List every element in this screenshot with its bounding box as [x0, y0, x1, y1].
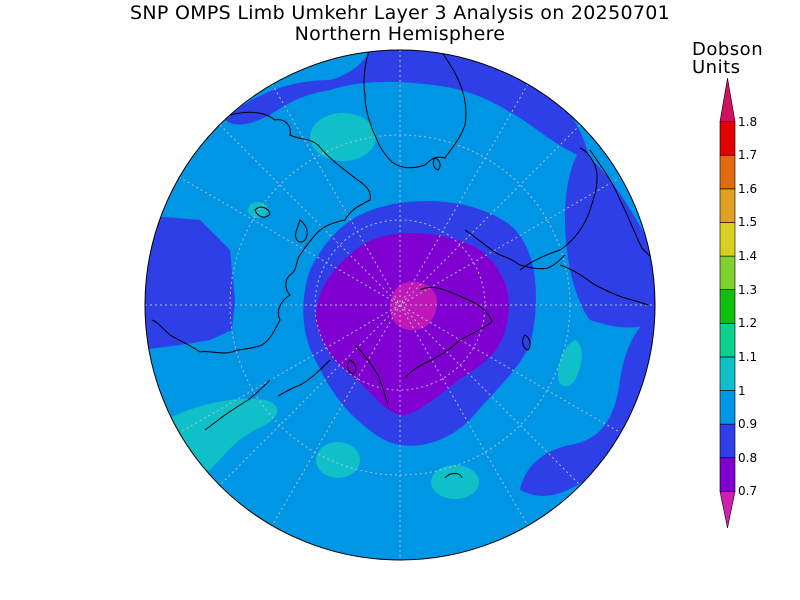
- colorbar-swatch: [719, 255, 736, 290]
- field-patch-cyan-3: [316, 442, 360, 478]
- graticule: [145, 50, 655, 560]
- coast-islands-2: [254, 206, 271, 218]
- colorbar-tick-label: 0.7: [738, 484, 758, 499]
- coast-islands-3: [432, 157, 441, 171]
- coast-europe: [464, 229, 566, 270]
- colorbar-tick-label: 0.8: [738, 450, 758, 465]
- colorbar-tick-label: 1: [738, 383, 746, 398]
- ozone-field: [145, 50, 655, 560]
- chart-subtitle: Northern Hemisphere: [294, 23, 506, 45]
- field-region-north: [225, 50, 590, 160]
- coast-arctic-russia: [404, 286, 493, 379]
- field-region-west: [145, 215, 235, 350]
- colorbar-units-line2: Units: [692, 57, 741, 78]
- coast-islands-1: [295, 219, 308, 243]
- colorbar-tick-label: 1.8: [738, 114, 758, 129]
- colorbar-tick-label: 1.4: [738, 249, 758, 264]
- colorbar-swatch: [719, 188, 736, 223]
- field-patch-cyan-5: [165, 398, 278, 471]
- colorbar-swatch: [719, 457, 736, 492]
- colorbar-swatch: [719, 222, 736, 257]
- colorbar-swatch: [719, 356, 736, 391]
- coast-central-asia: [277, 344, 389, 406]
- chart-title: SNP OMPS Limb Umkehr Layer 3 Analysis on…: [129, 2, 671, 24]
- field-region-southeast: [520, 310, 655, 496]
- colorbar-swatch: [719, 390, 736, 425]
- colorbar-swatch: [719, 323, 736, 358]
- coast-north-america: [151, 111, 371, 354]
- colorbar-tick-label: 1.7: [738, 148, 758, 163]
- colorbar-units-line1: Dobson: [692, 39, 764, 60]
- colorbar-tick-label: 0.9: [738, 417, 758, 432]
- coast-islands-4: [522, 334, 531, 351]
- colorbar-swatch: [719, 289, 736, 324]
- field-patch-cyan-4: [431, 465, 479, 499]
- colorbar-swatch: [719, 154, 736, 190]
- colorbar-tick-label: 1.5: [738, 215, 758, 230]
- colorbar-swatch: [719, 423, 736, 459]
- coast-greenland: [363, 50, 467, 169]
- field-patch-cyan-1: [310, 113, 376, 161]
- coast-islands-5: [347, 359, 357, 375]
- field-patch-cyan-6: [558, 340, 582, 387]
- colorbar-tick-label: 1.3: [738, 282, 758, 297]
- coast-pacific: [204, 379, 271, 431]
- colorbar-tick-label: 1.2: [738, 316, 758, 331]
- colorbar-swatch: [719, 121, 736, 156]
- colorbar-swatch: [719, 77, 736, 122]
- colorbar-swatch: [719, 491, 736, 529]
- colorbar-tick-label: 1.1: [738, 349, 758, 364]
- map-boundary: [144, 49, 656, 561]
- colorbar-tick-label: 1.6: [738, 181, 758, 196]
- coast-islands-6: [444, 473, 463, 479]
- field-vortex-core: [390, 281, 437, 330]
- field-patch-cyan-2: [248, 202, 268, 218]
- field-region-east: [565, 150, 655, 328]
- coast-asia: [519, 147, 649, 306]
